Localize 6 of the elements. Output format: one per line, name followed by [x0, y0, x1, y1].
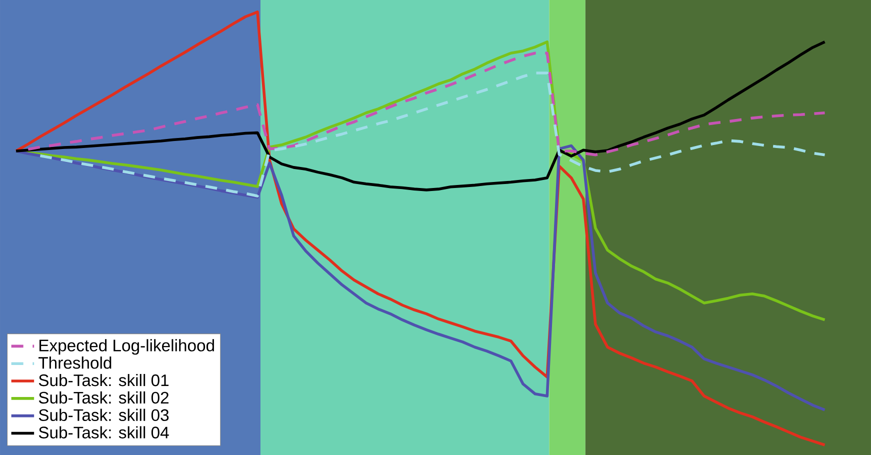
legend-label: Sub-Task: skill 03: [38, 408, 169, 422]
legend-label: Sub-Task: skill 01: [38, 374, 169, 386]
legend-label: Sub-Task: skill 02: [38, 391, 168, 404]
legend-label: Expected Log-likelihood: [40, 339, 214, 355]
legend-label: Sub-Task: skill 04: [38, 426, 169, 438]
legend-label: Threshold: [38, 356, 112, 369]
